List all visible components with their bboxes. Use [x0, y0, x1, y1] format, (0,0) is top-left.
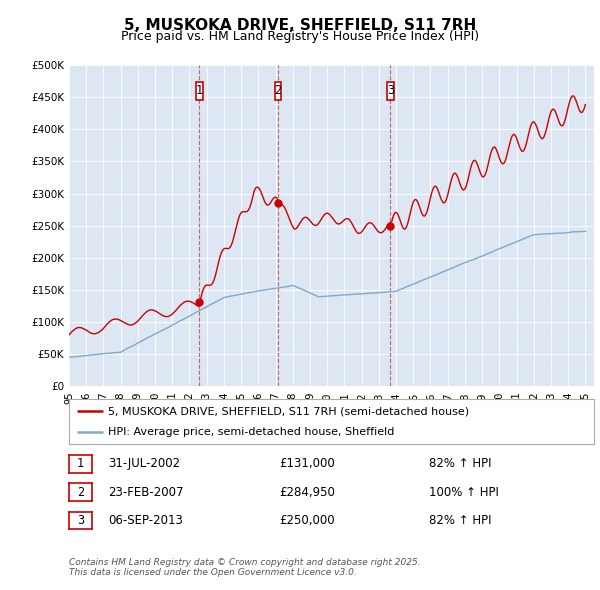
Text: 1: 1	[196, 84, 203, 97]
Text: 82% ↑ HPI: 82% ↑ HPI	[429, 514, 491, 527]
Text: £284,950: £284,950	[279, 486, 335, 499]
Text: Contains HM Land Registry data © Crown copyright and database right 2025.
This d: Contains HM Land Registry data © Crown c…	[69, 558, 421, 577]
Text: Price paid vs. HM Land Registry's House Price Index (HPI): Price paid vs. HM Land Registry's House …	[121, 30, 479, 43]
Text: HPI: Average price, semi-detached house, Sheffield: HPI: Average price, semi-detached house,…	[109, 427, 395, 437]
Text: 23-FEB-2007: 23-FEB-2007	[108, 486, 184, 499]
Text: 82% ↑ HPI: 82% ↑ HPI	[429, 457, 491, 470]
Text: 06-SEP-2013: 06-SEP-2013	[108, 514, 183, 527]
FancyBboxPatch shape	[275, 81, 281, 100]
Text: £131,000: £131,000	[279, 457, 335, 470]
Text: 100% ↑ HPI: 100% ↑ HPI	[429, 486, 499, 499]
Text: 2: 2	[274, 84, 281, 97]
Text: £250,000: £250,000	[279, 514, 335, 527]
Text: 31-JUL-2002: 31-JUL-2002	[108, 457, 180, 470]
Text: 5, MUSKOKA DRIVE, SHEFFIELD, S11 7RH: 5, MUSKOKA DRIVE, SHEFFIELD, S11 7RH	[124, 18, 476, 34]
Text: 1: 1	[77, 457, 84, 470]
Text: 5, MUSKOKA DRIVE, SHEFFIELD, S11 7RH (semi-detached house): 5, MUSKOKA DRIVE, SHEFFIELD, S11 7RH (se…	[109, 407, 470, 417]
Text: 3: 3	[387, 84, 394, 97]
Text: 3: 3	[77, 514, 84, 527]
Text: 2: 2	[77, 486, 84, 499]
FancyBboxPatch shape	[196, 81, 203, 100]
FancyBboxPatch shape	[387, 81, 394, 100]
